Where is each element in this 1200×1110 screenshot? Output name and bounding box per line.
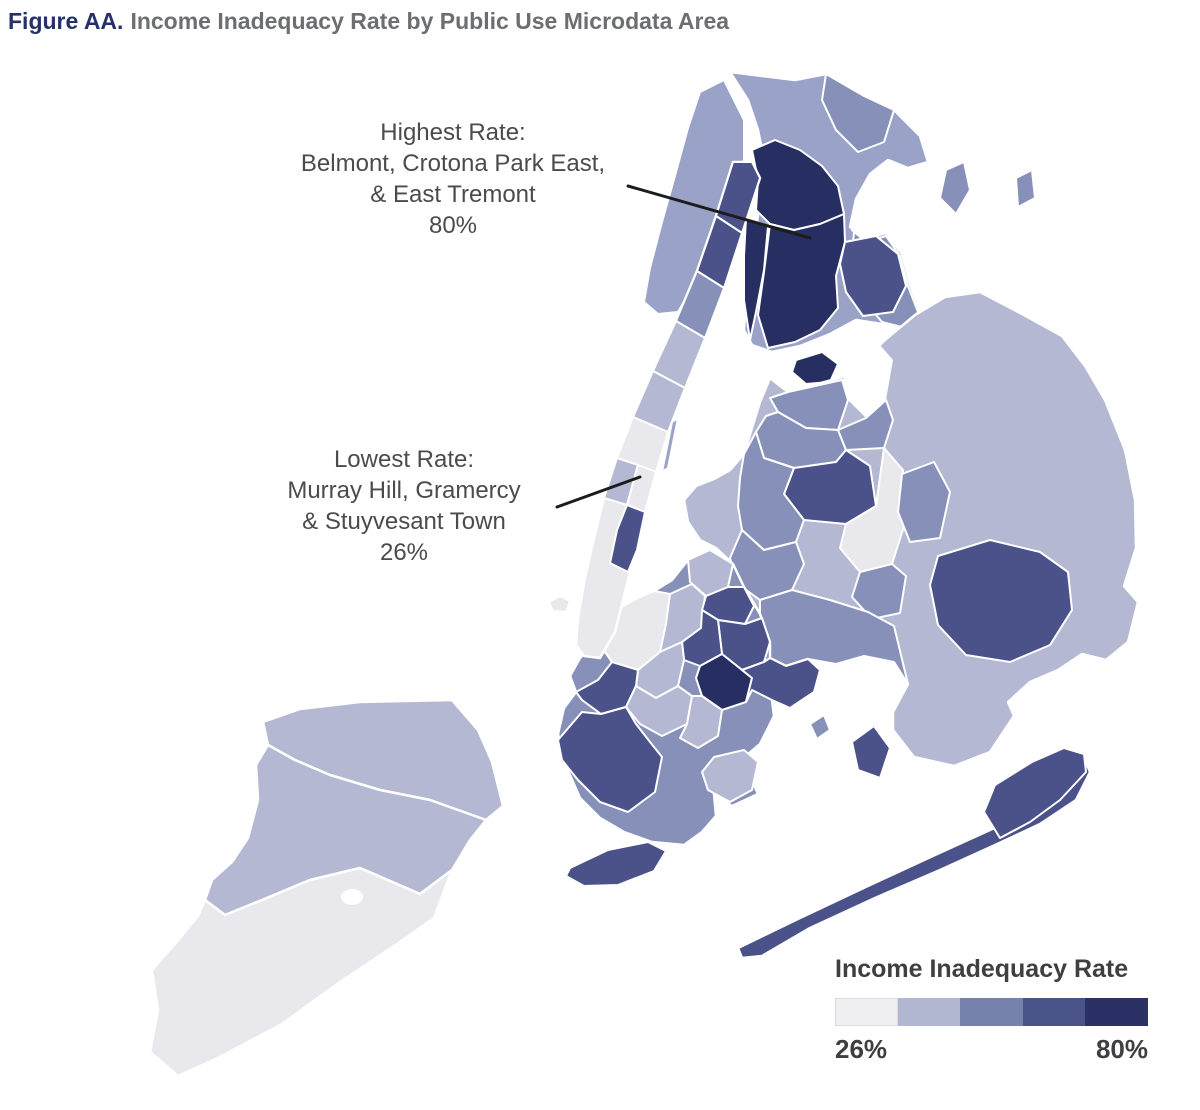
pointer-line-lowest <box>555 475 642 509</box>
legend-labels: 26% 80% <box>835 1034 1148 1065</box>
annotation-lowest-label: Lowest Rate: <box>333 446 475 473</box>
borough-bronx <box>643 70 1036 385</box>
region-bronx-northeast <box>821 73 895 153</box>
water-flushing-bay <box>842 345 893 418</box>
pointer-line-highest <box>626 184 812 240</box>
legend-max-label: 80% <box>1095 1034 1148 1064</box>
region-brooklyn-east-new-york <box>741 657 821 709</box>
region-queens-kew-gardens <box>851 563 907 620</box>
region-rockaway-peninsula <box>736 758 1092 960</box>
annotation-highest-rate: Highest Rate: Belmont, Crotona Park East… <box>253 117 653 241</box>
region-brooklyn-bedstuy <box>681 609 723 667</box>
region-city-island <box>939 161 971 215</box>
figure-title-prefix: Figure AA. <box>8 8 124 34</box>
borough-staten-island <box>148 698 505 1078</box>
legend-swatch-1 <box>835 998 898 1026</box>
region-brooklyn-flatbush <box>679 695 723 749</box>
region-bronx-soundview <box>839 235 907 317</box>
region-roosevelt-island <box>661 417 679 473</box>
annotation-highest-area-1: Belmont, Crotona Park East, <box>300 150 606 177</box>
figure-title: Figure AA. Income Inadequacy Rate by Publ… <box>8 8 729 35</box>
region-brooklyn-bayridge-gravesend <box>557 706 663 813</box>
region-broad-channel <box>851 725 891 779</box>
annotation-lowest-area-1: Murray Hill, Gramercy <box>287 477 521 504</box>
region-governors-island <box>548 595 571 613</box>
region-queens-jamaica <box>929 539 1073 663</box>
legend-swatch-3 <box>960 998 1023 1026</box>
annotation-highest-value: 80% <box>428 212 478 239</box>
borough-manhattan <box>548 160 762 660</box>
region-staten-island-south <box>148 866 454 1078</box>
annotation-lowest-rate: Lowest Rate: Murray Hill, Gramercy & Stu… <box>234 444 574 568</box>
legend-swatch-5 <box>1085 998 1148 1026</box>
region-brooklyn-marine-park <box>701 749 759 803</box>
legend-swatch-2 <box>897 998 961 1026</box>
region-bronx-concourse <box>743 217 769 341</box>
region-queens-fresh-meadows <box>897 461 951 543</box>
legend-min-label: 26% <box>835 1034 888 1064</box>
legend-swatch-4 <box>1022 998 1086 1026</box>
region-bronx-riverdale <box>643 79 745 315</box>
borough-queens <box>682 290 1140 960</box>
borough-brooklyn <box>556 548 822 887</box>
region-queens-elmhurst-maspeth <box>737 431 805 551</box>
region-bronx-crotona-east-tremont <box>757 213 846 349</box>
annotation-highest-label: Highest Rate: <box>380 119 526 146</box>
map-legend: Income Inadequacy Rate 26% 80% <box>835 955 1150 1065</box>
annotation-lowest-value: 26% <box>379 539 429 566</box>
region-bronx-east-islet <box>1015 169 1036 208</box>
region-manhattan-lower-east-side <box>609 504 646 573</box>
figure-title-main: Income Inadequacy Rate by Public Use Mic… <box>130 8 730 34</box>
legend-color-ramp <box>835 998 1148 1026</box>
region-jamaica-bay-islet <box>809 714 831 740</box>
region-far-rockaway <box>983 747 1087 839</box>
staten-island-pond <box>341 889 363 905</box>
annotation-lowest-area-2: & Stuyvesant Town <box>302 508 506 535</box>
annotation-highest-area-2: & East Tremont <box>370 181 536 208</box>
region-brooklyn-coney-island <box>565 841 667 887</box>
legend-title: Income Inadequacy Rate <box>835 955 1129 983</box>
